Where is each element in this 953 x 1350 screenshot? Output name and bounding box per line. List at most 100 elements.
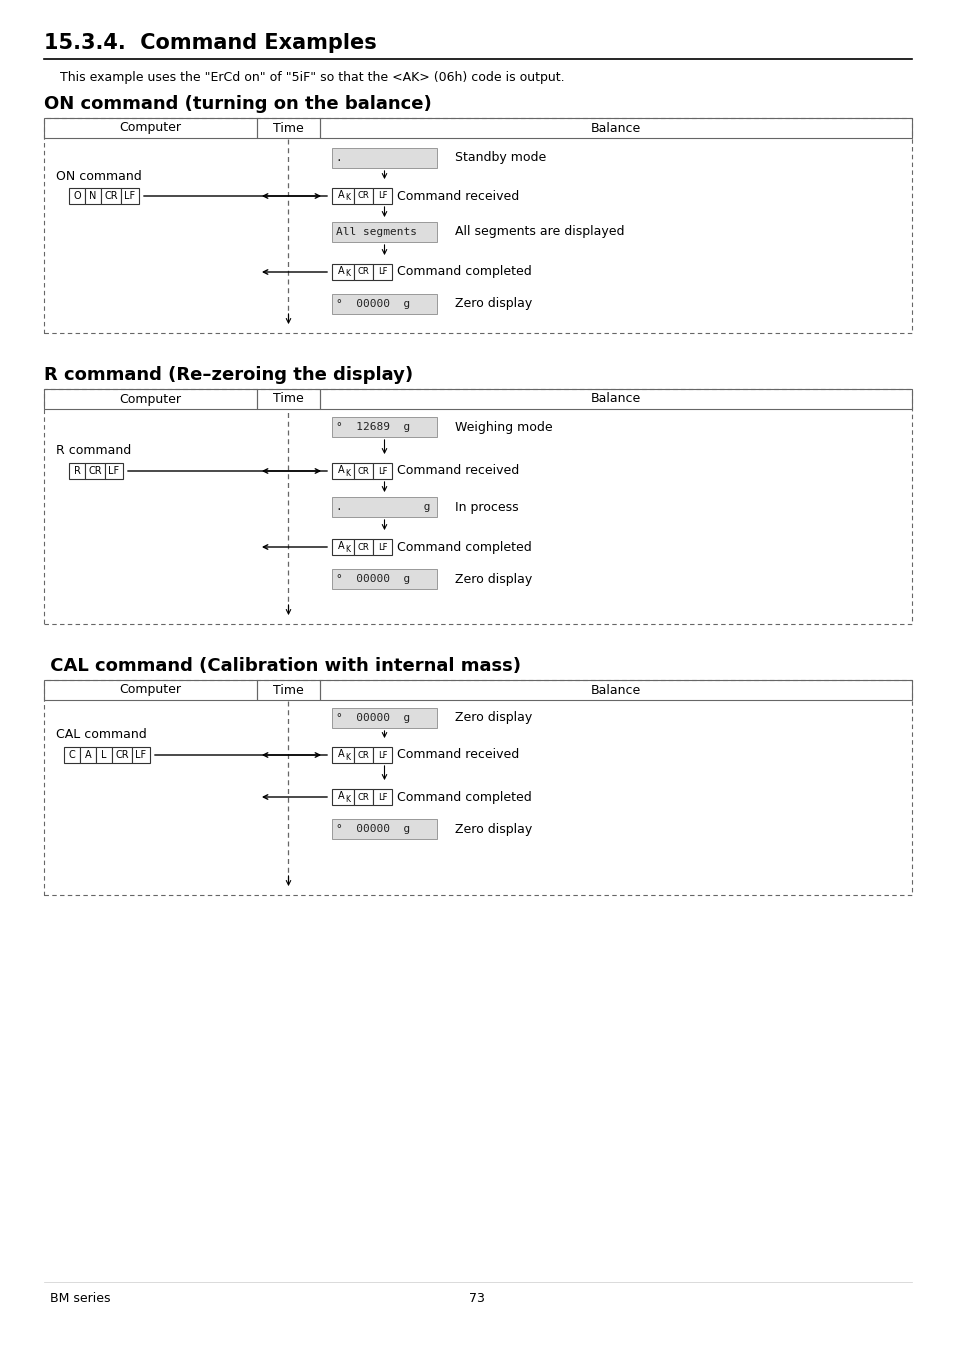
- Text: CR: CR: [115, 751, 129, 760]
- Text: Command received: Command received: [396, 189, 518, 202]
- Text: .            g: . g: [335, 502, 430, 512]
- Bar: [44, 117, 256, 138]
- Bar: [332, 747, 354, 763]
- Bar: [256, 389, 319, 409]
- Bar: [101, 188, 121, 204]
- Bar: [332, 819, 436, 838]
- Bar: [332, 497, 436, 517]
- Bar: [256, 117, 319, 138]
- Bar: [80, 747, 96, 763]
- Text: CR: CR: [357, 267, 369, 277]
- Text: Weighing mode: Weighing mode: [455, 420, 552, 433]
- Bar: [44, 389, 911, 624]
- Bar: [121, 188, 139, 204]
- Bar: [44, 680, 911, 895]
- Bar: [132, 747, 150, 763]
- Text: L: L: [101, 751, 107, 760]
- Text: K: K: [345, 468, 350, 478]
- Bar: [256, 680, 319, 701]
- Text: Balance: Balance: [590, 393, 640, 405]
- Bar: [354, 539, 373, 555]
- Text: LF: LF: [377, 467, 387, 475]
- Text: LF: LF: [135, 751, 147, 760]
- Bar: [354, 788, 373, 805]
- Text: Command received: Command received: [396, 464, 518, 478]
- Bar: [332, 417, 436, 437]
- Text: All segments are displayed: All segments are displayed: [455, 225, 624, 239]
- Text: LF: LF: [377, 792, 387, 802]
- Text: Zero display: Zero display: [455, 572, 532, 586]
- Text: Computer: Computer: [119, 393, 181, 405]
- Text: Standby mode: Standby mode: [455, 151, 546, 165]
- Bar: [85, 188, 101, 204]
- Bar: [96, 747, 112, 763]
- Text: Command completed: Command completed: [396, 266, 531, 278]
- Text: 73: 73: [469, 1292, 484, 1304]
- Text: CR: CR: [357, 467, 369, 475]
- Bar: [332, 539, 354, 555]
- Bar: [44, 680, 256, 701]
- Text: Time: Time: [273, 393, 304, 405]
- Bar: [332, 707, 436, 728]
- Bar: [332, 568, 436, 589]
- Bar: [373, 788, 392, 805]
- Text: LF: LF: [124, 190, 135, 201]
- Bar: [332, 265, 354, 279]
- Text: In process: In process: [455, 501, 518, 513]
- Text: K: K: [345, 193, 350, 202]
- Text: Balance: Balance: [590, 683, 640, 697]
- Text: K: K: [345, 270, 350, 278]
- Bar: [354, 188, 373, 204]
- Text: All segments: All segments: [335, 227, 416, 238]
- Text: A: A: [85, 751, 91, 760]
- Text: °  00000  g: ° 00000 g: [335, 574, 410, 585]
- Text: N: N: [90, 190, 96, 201]
- Text: °  00000  g: ° 00000 g: [335, 298, 410, 309]
- Text: A: A: [337, 464, 344, 475]
- Bar: [332, 294, 436, 315]
- Text: Computer: Computer: [119, 122, 181, 135]
- Text: LF: LF: [377, 267, 387, 277]
- Bar: [44, 117, 911, 333]
- Text: LF: LF: [377, 192, 387, 201]
- Bar: [373, 539, 392, 555]
- Text: Zero display: Zero display: [455, 822, 532, 836]
- Text: LF: LF: [109, 466, 119, 477]
- Text: CR: CR: [88, 466, 102, 477]
- Text: O: O: [73, 190, 81, 201]
- Bar: [373, 463, 392, 479]
- Text: 15.3.4.  Command Examples: 15.3.4. Command Examples: [44, 32, 376, 53]
- Bar: [373, 747, 392, 763]
- Text: Time: Time: [273, 122, 304, 135]
- Text: K: K: [345, 544, 350, 554]
- Text: Zero display: Zero display: [455, 711, 532, 725]
- Text: °  12689  g: ° 12689 g: [335, 423, 410, 432]
- Text: °  00000  g: ° 00000 g: [335, 824, 410, 834]
- Text: Command completed: Command completed: [396, 791, 531, 803]
- Text: C: C: [69, 751, 75, 760]
- Bar: [69, 463, 85, 479]
- Text: CR: CR: [104, 190, 117, 201]
- Text: Time: Time: [273, 683, 304, 697]
- Text: Computer: Computer: [119, 683, 181, 697]
- Text: A: A: [337, 266, 344, 275]
- Text: ON command: ON command: [56, 170, 142, 182]
- Bar: [44, 389, 256, 409]
- Bar: [332, 463, 354, 479]
- Bar: [69, 188, 85, 204]
- Text: A: A: [337, 190, 344, 200]
- Text: A: A: [337, 749, 344, 759]
- Text: Zero display: Zero display: [455, 297, 532, 310]
- Bar: [373, 265, 392, 279]
- Text: LF: LF: [377, 543, 387, 552]
- Text: CR: CR: [357, 192, 369, 201]
- Bar: [332, 188, 354, 204]
- Bar: [64, 747, 80, 763]
- Text: °  00000  g: ° 00000 g: [335, 713, 410, 724]
- Text: BM series: BM series: [50, 1292, 111, 1304]
- Text: R command: R command: [56, 444, 132, 458]
- Text: Balance: Balance: [590, 122, 640, 135]
- Bar: [319, 680, 911, 701]
- Bar: [373, 188, 392, 204]
- Text: Command completed: Command completed: [396, 540, 531, 553]
